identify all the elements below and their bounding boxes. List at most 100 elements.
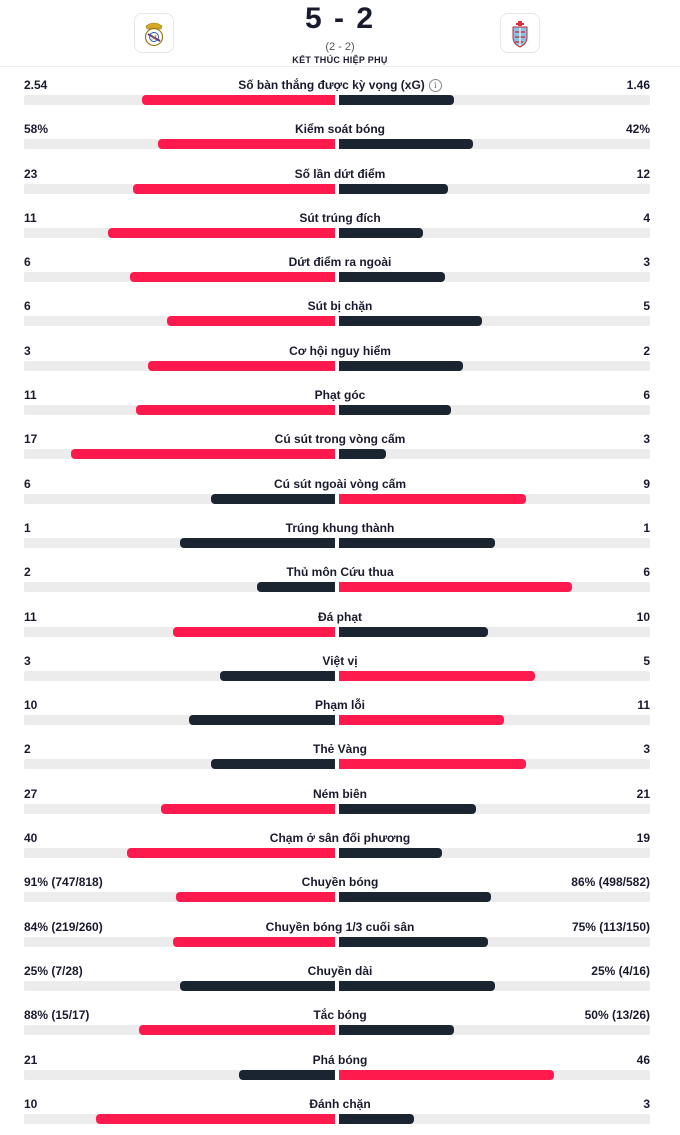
stat-label: Việt vị bbox=[0, 654, 680, 668]
away-bar-track bbox=[339, 272, 650, 283]
home-stat-value: 2 bbox=[24, 742, 31, 757]
home-stat-value: 11 bbox=[24, 210, 37, 225]
stat-row: 84% (219/260) Chuyền bóng 1/3 cuối sân 75%… bbox=[0, 914, 680, 958]
home-stat-value: 2.54 bbox=[24, 78, 48, 92]
away-bar-track bbox=[339, 936, 650, 947]
home-stat-value: 21 bbox=[24, 1052, 38, 1067]
home-stat-value: 91% (747/818) bbox=[24, 875, 103, 890]
away-bar-track bbox=[339, 670, 650, 681]
away-bar-fill bbox=[339, 1113, 414, 1124]
away-bar-fill bbox=[339, 95, 455, 105]
stat-label: Tắc bóng bbox=[0, 1008, 680, 1022]
away-bar-fill bbox=[339, 493, 526, 504]
home-bar-fill bbox=[139, 1025, 335, 1036]
away-bar-fill bbox=[339, 803, 476, 814]
home-bar-track bbox=[24, 272, 335, 283]
match-header: M 5 - 2 (2 - 2) KẾT THÚC HIỆP PHỤ bbox=[0, 0, 680, 70]
home-bar-track bbox=[24, 892, 335, 903]
away-bar-track bbox=[339, 449, 650, 460]
away-stat-value: 6 bbox=[643, 565, 650, 580]
home-bar-fill bbox=[107, 227, 335, 238]
stat-label: Thủ môn Cứu thua bbox=[0, 565, 680, 579]
stat-label: Chạm ở sân đối phương bbox=[0, 831, 680, 845]
stat-row: 6 Dứt điểm ra ngoài 3 bbox=[0, 249, 680, 293]
stat-label-text: Thẻ Vàng bbox=[312, 742, 367, 757]
home-bar-track bbox=[24, 537, 335, 548]
stat-label: Đá phạt bbox=[0, 610, 680, 624]
stat-label-text: Sút trúng đích bbox=[299, 210, 381, 225]
away-bar-fill bbox=[339, 626, 489, 637]
home-bar-track bbox=[24, 183, 335, 194]
stat-row: 3 Cơ hội nguy hiểm 2 bbox=[0, 338, 680, 382]
stat-label: Sút trúng đích bbox=[0, 211, 680, 225]
away-bar-track bbox=[339, 759, 650, 770]
home-stat-value: 10 bbox=[24, 698, 38, 713]
away-bar-fill bbox=[339, 582, 573, 593]
home-stat-value: 40 bbox=[24, 831, 38, 846]
home-bar-fill bbox=[210, 493, 335, 504]
home-bar-track bbox=[24, 670, 335, 681]
away-stat-value: 3 bbox=[643, 255, 650, 270]
stat-label-text: Việt vị bbox=[322, 653, 358, 668]
away-bar-track bbox=[339, 848, 650, 859]
stat-label-text: Dứt điểm ra ngoài bbox=[288, 255, 392, 270]
home-bar-track bbox=[24, 95, 335, 105]
away-stat-value: 3 bbox=[643, 1096, 650, 1111]
stat-row: 27 Ném biên 21 bbox=[0, 781, 680, 825]
stat-row: 10 Đánh chặn 3 bbox=[0, 1091, 680, 1135]
away-bar-fill bbox=[339, 360, 464, 371]
home-bar-track bbox=[24, 316, 335, 327]
home-bar-track bbox=[24, 980, 335, 991]
info-icon[interactable]: i bbox=[428, 79, 442, 92]
match-score: 5 - 2 bbox=[304, 2, 376, 35]
home-bar-fill bbox=[126, 848, 335, 859]
away-bar-fill bbox=[339, 227, 423, 238]
away-bar-track bbox=[339, 1113, 650, 1124]
stat-label-text: Sút bị chặn bbox=[307, 299, 373, 314]
away-bar-track bbox=[339, 1069, 650, 1080]
stat-label: Chuyền dài bbox=[0, 964, 680, 978]
stat-label: Đánh chặn bbox=[0, 1097, 680, 1111]
away-bar-fill bbox=[339, 1025, 455, 1036]
away-team-crest[interactable] bbox=[500, 13, 540, 53]
away-bar-fill bbox=[339, 980, 495, 991]
home-stat-value: 23 bbox=[24, 166, 38, 181]
home-bar-track bbox=[24, 405, 335, 416]
home-bar-track bbox=[24, 1025, 335, 1036]
home-stat-value: 11 bbox=[24, 388, 37, 403]
home-bar-track bbox=[24, 227, 335, 238]
home-team-crest[interactable]: M bbox=[134, 13, 174, 53]
home-stat-value: 27 bbox=[24, 786, 38, 801]
stat-label-text: Cú sút trong vòng cấm bbox=[274, 432, 406, 447]
stat-label: Phạt góc bbox=[0, 388, 680, 402]
away-stat-value: 12 bbox=[636, 166, 650, 181]
home-bar-track bbox=[24, 936, 335, 947]
home-stat-value: 84% (219/260) bbox=[24, 919, 103, 934]
stat-label: Trúng khung thành bbox=[0, 521, 680, 535]
away-bar-track bbox=[339, 227, 650, 238]
home-bar-fill bbox=[129, 272, 335, 283]
match-status: KẾT THÚC HIỆP PHỤ bbox=[292, 55, 388, 65]
away-bar-track bbox=[339, 715, 650, 726]
stat-row: 10 Phạm lỗi 11 bbox=[0, 692, 680, 736]
stat-label-text: Chuyền dài bbox=[307, 963, 373, 978]
home-bar-track bbox=[24, 360, 335, 371]
home-bar-fill bbox=[238, 1069, 335, 1080]
stat-label: Kiểm soát bóng bbox=[0, 122, 680, 136]
home-bar-track bbox=[24, 449, 335, 460]
away-bar-track bbox=[339, 183, 650, 194]
away-bar-fill bbox=[339, 537, 495, 548]
away-stat-value: 4 bbox=[643, 210, 650, 225]
away-bar-track bbox=[339, 405, 650, 416]
stat-label-text: Chạm ở sân đối phương bbox=[269, 831, 411, 846]
stat-label: Chuyền bóng 1/3 cuối sân bbox=[0, 920, 680, 934]
away-bar-track bbox=[339, 980, 650, 991]
stat-row: 25% (7/28) Chuyền dài 25% (4/16) bbox=[0, 958, 680, 1002]
stat-label: Cú sút ngoài vòng cấm bbox=[0, 477, 680, 491]
home-bar-fill bbox=[132, 183, 335, 194]
away-bar-track bbox=[339, 1025, 650, 1036]
home-bar-fill bbox=[176, 892, 335, 903]
stat-label: Thẻ Vàng bbox=[0, 742, 680, 756]
stat-label-text: Phá bóng bbox=[312, 1052, 368, 1067]
away-bar-track bbox=[339, 493, 650, 504]
